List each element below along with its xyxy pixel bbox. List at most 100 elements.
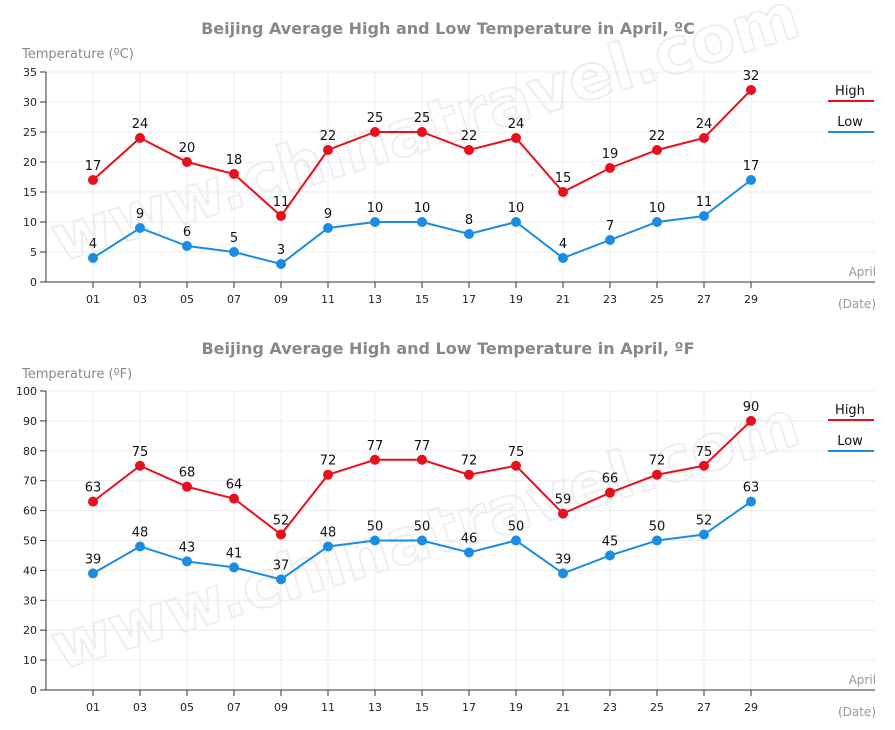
- x-tick-label: 29: [744, 293, 758, 306]
- data-label-low: 9: [136, 207, 144, 222]
- data-point-low: [417, 535, 427, 546]
- y-axis-label: Temperature (ºC): [21, 47, 134, 62]
- data-label-high: 75: [508, 445, 525, 460]
- x-tick-label: 19: [509, 701, 523, 714]
- legend-label-high: High: [835, 403, 865, 418]
- data-point-high: [511, 133, 521, 143]
- data-label-low: 3: [277, 243, 285, 258]
- data-point-low: [135, 223, 145, 233]
- data-point-high: [370, 127, 380, 137]
- y-tick-label: 0: [30, 276, 37, 289]
- data-label-high: 59: [555, 493, 572, 508]
- data-label-high: 75: [696, 445, 713, 460]
- x-tick-label: 25: [650, 293, 664, 306]
- data-point-low: [88, 253, 98, 263]
- data-label-low: 52: [696, 514, 713, 529]
- data-point-high: [135, 460, 145, 471]
- data-point-high: [276, 529, 286, 540]
- y-tick-label: 80: [23, 445, 37, 458]
- x-tick-label: 29: [744, 701, 758, 714]
- data-point-low: [417, 217, 427, 227]
- x-tick-label: 13: [368, 293, 382, 306]
- data-label-high: 18: [226, 153, 243, 168]
- data-label-low: 48: [320, 525, 337, 540]
- data-label-low: 17: [743, 159, 760, 174]
- data-point-high: [652, 469, 662, 480]
- data-label-high: 52: [273, 514, 290, 529]
- y-tick-label: 90: [23, 415, 37, 428]
- data-label-high: 20: [179, 141, 196, 156]
- data-point-high: [182, 481, 192, 492]
- data-label-high: 24: [508, 117, 525, 132]
- x-tick-label: 21: [556, 293, 570, 306]
- data-point-high: [182, 157, 192, 167]
- x-axis-month-note: April: [849, 673, 876, 687]
- data-point-high: [699, 460, 709, 471]
- y-tick-label: 40: [23, 564, 37, 577]
- data-point-high: [323, 145, 333, 155]
- data-point-low: [182, 556, 192, 567]
- data-label-low: 45: [602, 534, 619, 549]
- y-tick-label: 0: [30, 684, 37, 697]
- data-point-high: [417, 454, 427, 465]
- data-point-low: [135, 541, 145, 552]
- data-point-high: [605, 163, 615, 173]
- data-point-high: [699, 133, 709, 143]
- x-tick-label: 27: [697, 293, 711, 306]
- data-label-low: 11: [696, 195, 713, 210]
- x-tick-label: 01: [86, 701, 100, 714]
- chart-fahrenheit: www.chinatravel.com010203040506070809010…: [16, 339, 876, 719]
- x-axis-label: (Date): [838, 705, 876, 719]
- data-label-high: 22: [461, 129, 478, 144]
- y-tick-label: 10: [23, 216, 37, 229]
- data-label-low: 10: [508, 201, 525, 216]
- legend-label-high: High: [835, 84, 865, 99]
- data-label-low: 50: [414, 520, 431, 535]
- data-label-low: 5: [230, 231, 238, 246]
- data-label-high: 64: [226, 478, 243, 493]
- data-point-low: [699, 529, 709, 540]
- x-axis-label: (Date): [838, 297, 876, 311]
- x-tick-label: 17: [462, 701, 476, 714]
- data-point-low: [746, 175, 756, 185]
- y-tick-label: 50: [23, 535, 37, 548]
- y-tick-label: 30: [23, 96, 37, 109]
- data-label-high: 68: [179, 466, 196, 481]
- x-tick-label: 15: [415, 701, 429, 714]
- data-label-high: 66: [602, 472, 619, 487]
- data-label-high: 15: [555, 171, 572, 186]
- y-tick-label: 35: [23, 66, 37, 79]
- y-tick-label: 20: [23, 156, 37, 169]
- data-label-low: 39: [555, 552, 572, 567]
- data-label-high: 25: [414, 111, 431, 126]
- data-label-low: 50: [508, 520, 525, 535]
- data-point-low: [464, 547, 474, 558]
- data-label-low: 9: [324, 207, 332, 222]
- data-point-low: [511, 535, 521, 546]
- x-tick-label: 19: [509, 293, 523, 306]
- data-label-low: 8: [465, 213, 473, 228]
- data-point-low: [276, 574, 286, 585]
- y-tick-label: 15: [23, 186, 37, 199]
- data-label-high: 63: [85, 481, 102, 496]
- data-label-low: 37: [273, 558, 290, 573]
- data-label-low: 46: [461, 531, 478, 546]
- x-tick-label: 23: [603, 701, 617, 714]
- data-point-low: [229, 247, 239, 257]
- x-tick-label: 17: [462, 293, 476, 306]
- data-label-high: 17: [85, 159, 102, 174]
- x-axis-month-note: April: [849, 265, 876, 279]
- x-tick-label: 15: [415, 293, 429, 306]
- data-point-low: [605, 235, 615, 245]
- data-point-high: [135, 133, 145, 143]
- data-point-low: [699, 211, 709, 221]
- data-point-high: [558, 508, 568, 519]
- data-point-high: [558, 187, 568, 197]
- data-label-high: 25: [367, 111, 384, 126]
- data-point-high: [605, 487, 615, 498]
- x-tick-label: 05: [180, 701, 194, 714]
- data-point-low: [323, 541, 333, 552]
- data-label-high: 22: [320, 129, 337, 144]
